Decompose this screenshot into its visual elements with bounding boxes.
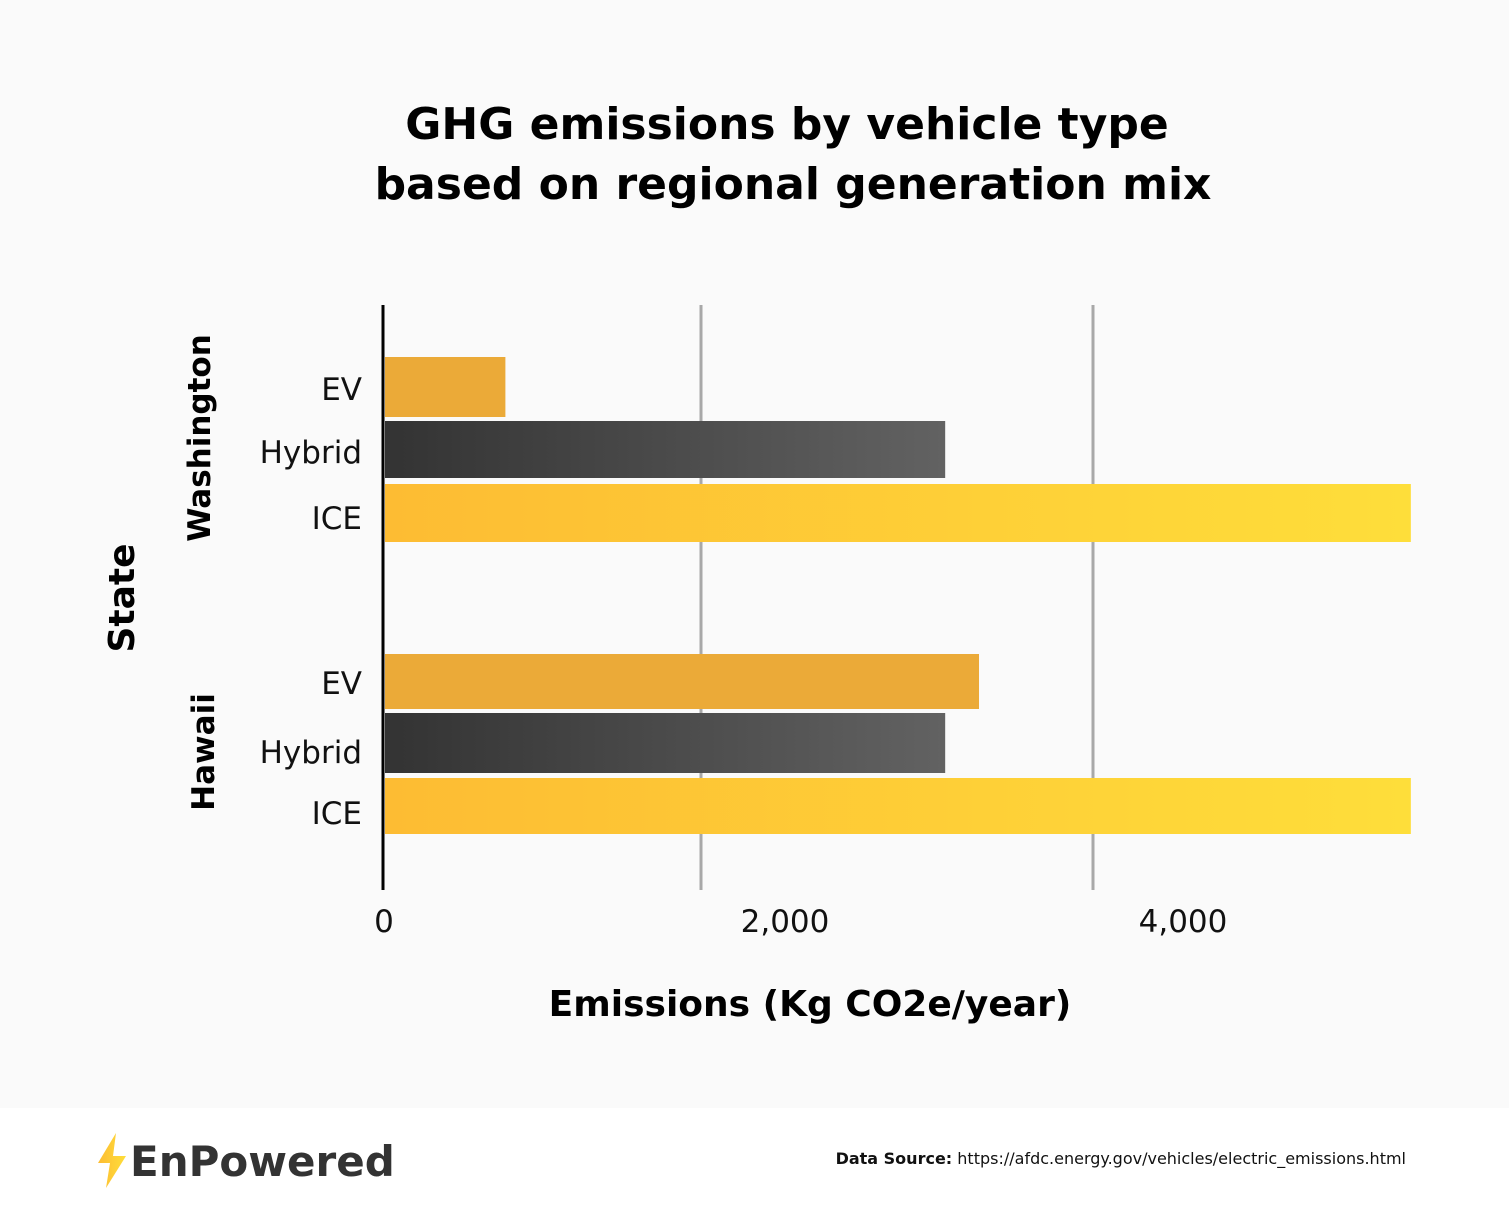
group-label-hawaii: Hawaii — [186, 693, 222, 811]
category-label: Hybrid — [260, 735, 362, 771]
footer — [0, 1108, 1509, 1210]
data-source: Data Source: https://afdc.energy.gov/veh… — [836, 1149, 1406, 1169]
bar-washington-ice — [385, 484, 1411, 542]
category-label: EV — [321, 372, 362, 408]
category-label: ICE — [312, 501, 362, 537]
bar-hawaii-ev — [385, 654, 980, 709]
x-tick-label: 4,000 — [1139, 904, 1228, 940]
category-label: Hybrid — [260, 435, 362, 471]
x-tick-label: 2,000 — [741, 904, 830, 940]
logo-text: EnPowered — [130, 1137, 395, 1186]
chart-title-line-2: based on regional generation mix — [375, 159, 1212, 210]
x-tick-label: 0 — [374, 904, 394, 940]
enpowered-logo: EnPowered — [98, 1133, 395, 1188]
chart-title-line-1: GHG emissions by vehicle type — [405, 99, 1168, 150]
category-label: ICE — [312, 796, 362, 832]
lightning-bolt-icon — [98, 1133, 126, 1188]
category-label: EV — [321, 666, 362, 702]
bar-washington-hybrid — [385, 421, 946, 478]
bar-washington-ev — [385, 357, 506, 417]
group-label-washington: Washington — [182, 334, 218, 542]
bar-hawaii-ice — [385, 778, 1411, 834]
x-axis-label: Emissions (Kg CO2e/year) — [549, 984, 1072, 1025]
bar-hawaii-hybrid — [385, 713, 946, 773]
data-source-label: Data Source: — [836, 1149, 953, 1168]
y-axis-label: State — [102, 543, 143, 652]
data-source-url[interactable]: https://afdc.energy.gov/vehicles/electri… — [957, 1149, 1406, 1169]
